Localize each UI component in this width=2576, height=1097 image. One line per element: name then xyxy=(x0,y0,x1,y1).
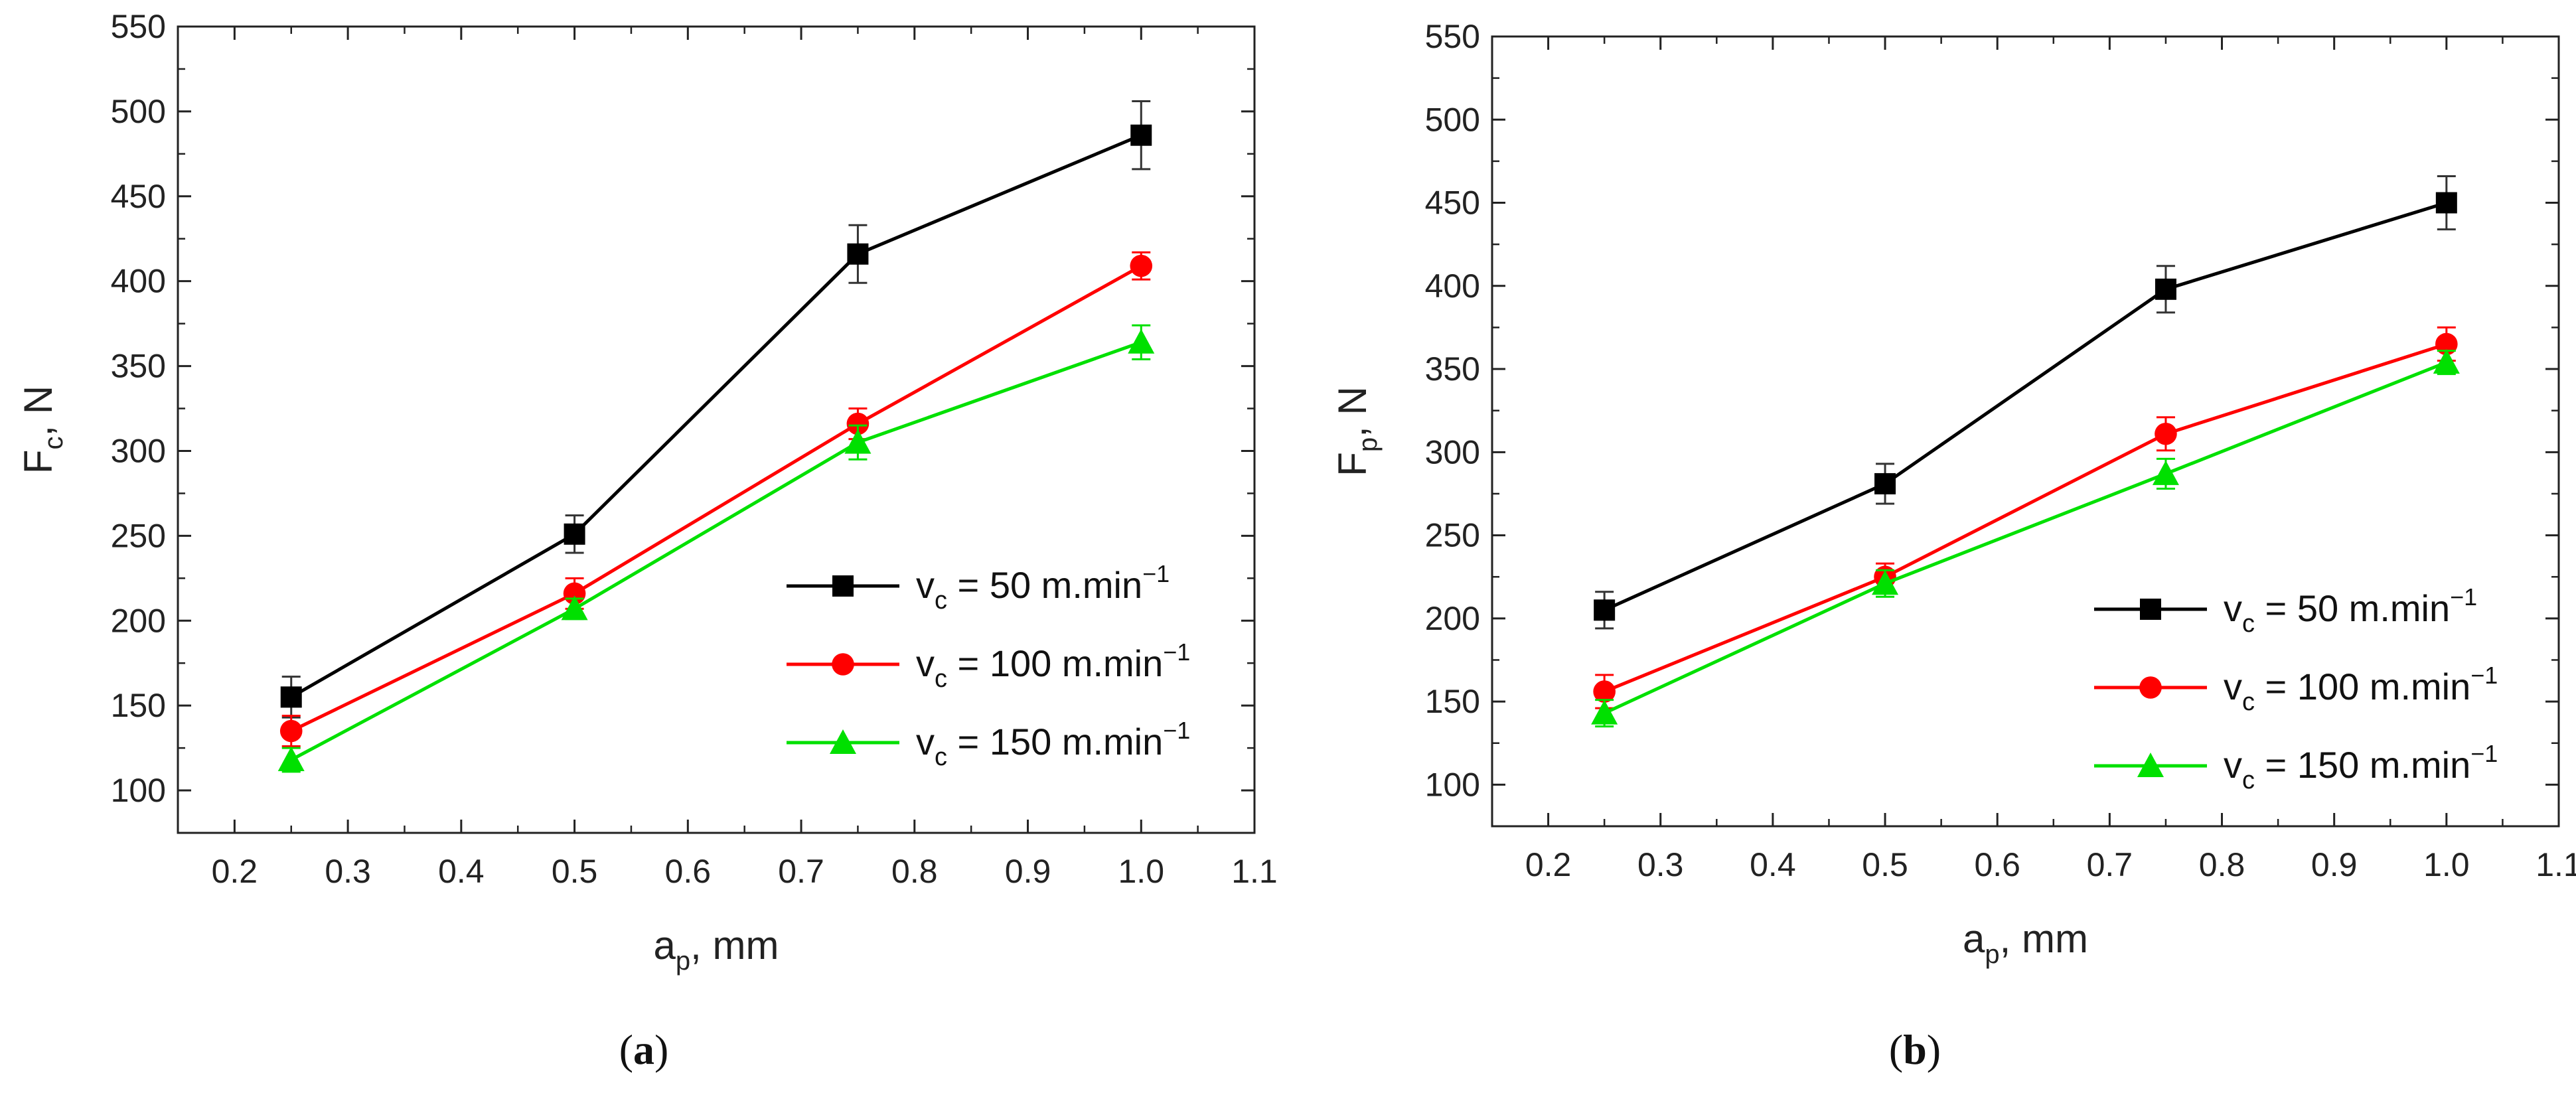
series-line xyxy=(290,133,1142,699)
y-axis-title: Fp, N xyxy=(1330,386,1383,476)
x-tick-label: 0.7 xyxy=(2087,846,2133,883)
x-tick-label: 0.9 xyxy=(1005,853,1051,890)
data-point-square xyxy=(847,243,869,265)
data-point-square xyxy=(1594,599,1616,621)
y-tick-label: 150 xyxy=(1425,683,1480,720)
data-point-circle xyxy=(846,412,870,435)
caption-a: (a) xyxy=(619,1026,669,1073)
y-tick-label: 100 xyxy=(111,772,166,809)
series-3 xyxy=(277,324,1155,773)
data-point-square xyxy=(2140,599,2161,620)
data-point-circle xyxy=(1593,680,1616,703)
y-tick-label: 400 xyxy=(111,263,166,300)
x-tick-label: 0.5 xyxy=(552,853,598,890)
y-tick-label: 500 xyxy=(1425,101,1480,138)
legend: vc = 50 m.min−1 vc = 100 m.min−1 vc = 150 … xyxy=(2094,583,2498,794)
x-tick-label: 1.0 xyxy=(1118,853,1165,890)
legend-label: vc = 50 m.min−1 xyxy=(916,560,1170,615)
data-point-square xyxy=(564,523,585,545)
series-line xyxy=(290,264,1142,733)
y-tick-label: 200 xyxy=(1425,600,1480,637)
data-point-circle xyxy=(2139,676,2162,699)
plot-frame xyxy=(177,25,1256,834)
legend-label: vc = 150 m.min−1 xyxy=(2224,740,2498,794)
data-point-square xyxy=(280,686,302,708)
data-point-triangle xyxy=(1872,570,1899,595)
data-point-triangle xyxy=(2152,460,2179,485)
y-tick-label: 500 xyxy=(111,93,166,130)
data-point-triangle xyxy=(1591,699,1618,725)
y-tick-label: 550 xyxy=(1425,18,1480,55)
x-tick-label: 0.4 xyxy=(1750,846,1796,883)
y-tick-label: 300 xyxy=(111,432,166,469)
x-tick-label: 0.4 xyxy=(438,853,485,890)
series-1 xyxy=(280,100,1152,719)
chart-panel-b: 0.2 0.3 0.4 0.5 0.6 0.7 0.8 0.9 1.0 1.1 100 150 200 2… xyxy=(1288,0,2576,1097)
series-line xyxy=(1604,360,2447,715)
caption-b: (b) xyxy=(1888,1026,1941,1073)
chart-b-svg: 0.2 0.3 0.4 0.5 0.6 0.7 0.8 0.9 1.0 1.1 100 150 200 2… xyxy=(1330,18,2576,969)
plot-frame xyxy=(1491,35,2560,828)
series-1 xyxy=(1594,175,2457,630)
y-tick-label: 350 xyxy=(111,348,166,385)
x-tick-label: 0.2 xyxy=(212,853,258,890)
data-point-circle xyxy=(2435,332,2458,356)
y-tick-label: 450 xyxy=(111,178,166,215)
series-line xyxy=(290,340,1142,762)
data-point-square xyxy=(2435,192,2457,214)
y-tick-label: 450 xyxy=(1425,184,1480,222)
y-tick-label: 400 xyxy=(1425,267,1480,305)
x-tick-label: 1.0 xyxy=(2423,846,2470,883)
data-point-square xyxy=(1130,124,1152,146)
legend: vc = 50 m.min−1 vc = 100 m.min−1 vc = 150 … xyxy=(787,560,1190,771)
x-axis-title: ap, mm xyxy=(654,923,779,976)
y-tick-label: 150 xyxy=(111,687,166,724)
x-axis-title: ap, mm xyxy=(1963,916,2088,969)
y-tick-label: 200 xyxy=(111,602,166,639)
legend-label: vc = 50 m.min−1 xyxy=(2224,583,2477,638)
x-tick-label: 0.8 xyxy=(2199,846,2245,883)
y-tick-label: 350 xyxy=(1425,350,1480,388)
data-point-triangle xyxy=(830,729,856,754)
x-tick-label: 0.6 xyxy=(1974,846,2020,883)
data-point-triangle xyxy=(1128,329,1155,354)
data-point-circle xyxy=(279,719,303,743)
y-tick-label: 550 xyxy=(111,8,166,45)
chart-panel-a: 0.2 0.3 0.4 0.5 0.6 0.7 0.8 0.9 1.0 1.1 100 150 200 2… xyxy=(16,8,1278,1073)
legend-label: vc = 100 m.min−1 xyxy=(2224,662,2498,716)
data-point-circle xyxy=(832,653,854,676)
data-point-circle xyxy=(2155,422,2177,445)
data-point-triangle xyxy=(277,747,305,772)
x-tick-label: 0.6 xyxy=(665,853,712,890)
x-tick-label: 0.5 xyxy=(1862,846,1908,883)
data-point-triangle xyxy=(844,429,871,454)
data-point-square xyxy=(832,575,854,597)
y-axis-title: Fc, N xyxy=(16,386,68,474)
x-tick-label: 1.1 xyxy=(1231,853,1278,890)
x-tick-label: 0.7 xyxy=(778,853,824,890)
y-tick-label: 300 xyxy=(1425,433,1480,471)
data-point-triangle xyxy=(2137,753,2164,777)
y-tick-label: 250 xyxy=(111,517,166,554)
data-point-square xyxy=(2155,278,2176,300)
y-tick-label: 100 xyxy=(1425,766,1480,803)
series-line xyxy=(1604,201,2447,612)
x-tick-label: 1.1 xyxy=(2536,846,2576,883)
x-tick-label: 0.3 xyxy=(325,853,371,890)
series-line xyxy=(1604,342,2447,694)
data-point-circle xyxy=(1130,254,1153,277)
x-tick-label: 0.2 xyxy=(1525,846,1572,883)
series-3 xyxy=(1591,349,2460,728)
chart-a-svg: 0.2 0.3 0.4 0.5 0.6 0.7 0.8 0.9 1.0 1.1 100 150 200 2… xyxy=(16,8,1278,976)
legend-label: vc = 150 m.min−1 xyxy=(916,717,1190,771)
legend-label: vc = 100 m.min−1 xyxy=(916,638,1190,693)
x-tick-label: 0.8 xyxy=(891,853,938,890)
x-tick-label: 0.9 xyxy=(2311,846,2358,883)
data-point-square xyxy=(1874,473,1896,494)
data-point-triangle xyxy=(2433,349,2460,374)
data-point-triangle xyxy=(561,595,588,621)
x-tick-label: 0.3 xyxy=(1637,846,1684,883)
y-tick-label: 250 xyxy=(1425,517,1480,554)
